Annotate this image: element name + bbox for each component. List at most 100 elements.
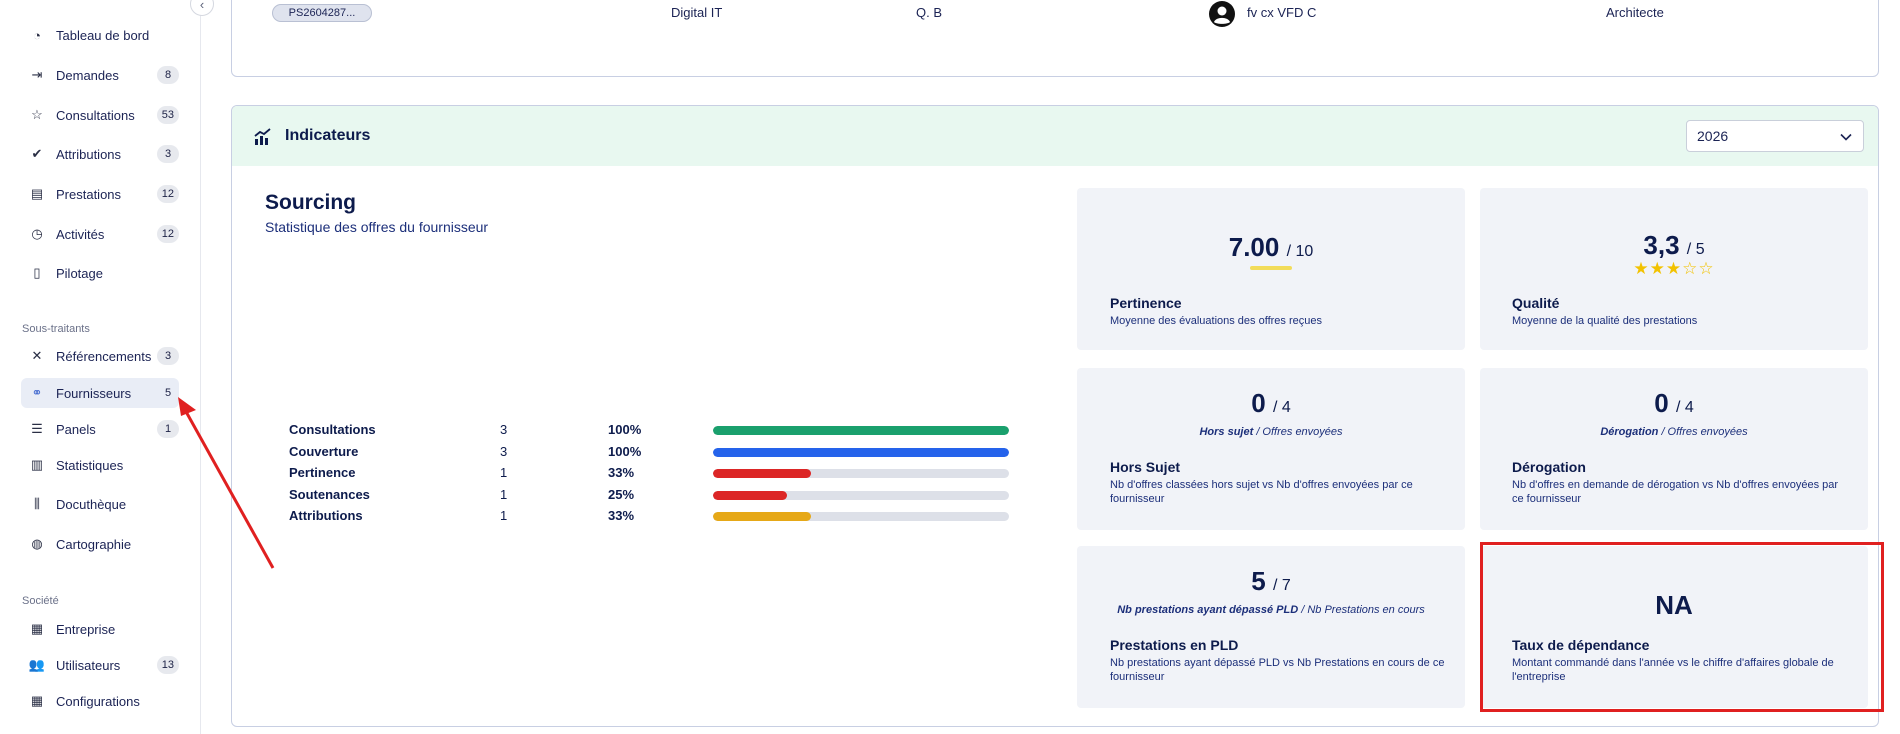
clock-icon: ◷	[31, 226, 43, 241]
kpi-value: 0 / 4	[1480, 388, 1868, 419]
sidebar-item-demandes[interactable]: ⇥ Demandes 8	[21, 60, 179, 90]
kpi-total: / 10	[1286, 243, 1314, 260]
sidebar-item-cartographie[interactable]: ◍ Cartographie	[21, 529, 179, 559]
stat-percent: 33%	[608, 465, 635, 480]
kpi-tile-qualite: 3,3 / 5 ★★★☆☆ Qualité Moyenne de la qual…	[1480, 188, 1868, 350]
sidebar-item-utilisateurs[interactable]: 👥 Utilisateurs 13	[21, 650, 179, 680]
progress-fill	[713, 491, 787, 500]
star-icon: ☆	[31, 107, 43, 122]
stat-count: 1	[500, 508, 508, 523]
sidebar: ‹ ◔ Tableau de bord ⇥ Demandes 8 ☆ Consu…	[0, 0, 214, 734]
kpi-value: 3,3 / 5	[1480, 230, 1868, 261]
network-icon: ✕	[31, 348, 43, 363]
star-empty-icon: ☆	[1698, 259, 1715, 278]
reference-chip[interactable]: PS2604287...	[272, 4, 372, 22]
stat-count: 1	[500, 465, 508, 480]
stat-row-soutenances: Soutenances 1 25%	[289, 487, 1049, 507]
kpi-number: 0	[1251, 388, 1266, 418]
kpi-description: Montant commandé dans l'année vs le chif…	[1512, 657, 1834, 683]
library-icon: ⫼	[34, 496, 40, 511]
kpi-hint-rest: / Offres envoyées	[1253, 426, 1343, 438]
count-badge: 3	[157, 145, 179, 163]
kpi-hint-strong: Nb prestations ayant dépassé PLD	[1117, 604, 1299, 616]
indicators-card: Indicateurs 2026 Sourcing Statistique de…	[231, 105, 1879, 727]
kpi-title: Dérogation	[1512, 459, 1586, 475]
stat-row-consultations: Consultations 3 100%	[289, 422, 1049, 442]
kpi-total: / 5	[1686, 241, 1705, 258]
sidebar-item-panels[interactable]: ☰ Panels 1	[21, 414, 179, 444]
kpi-value: NA	[1655, 590, 1693, 620]
contact-name-text: fv cx VFD C	[1247, 5, 1317, 20]
chevron-down-icon	[1840, 133, 1852, 141]
sourcing-subtitle: Statistique des offres du fournisseur	[265, 219, 489, 235]
kpi-title: Taux de dépendance	[1512, 637, 1650, 653]
kpi-total: / 4	[1675, 399, 1694, 416]
sidebar-item-fournisseurs[interactable]: ⚭ Fournisseurs 5	[21, 378, 179, 408]
kpi-hint-strong: Dérogation	[1600, 426, 1659, 438]
kpi-number: 5	[1251, 566, 1266, 596]
stat-percent: 100%	[608, 444, 642, 459]
double-check-icon: ✔	[31, 146, 43, 161]
sidebar-item-attributions[interactable]: ✔ Attributions 3	[21, 139, 179, 169]
kpi-hint-strong: Hors sujet	[1199, 426, 1254, 438]
progress-track	[713, 469, 1009, 478]
kpi-value: 0 / 4	[1077, 388, 1465, 419]
list-icon: ☰	[31, 421, 43, 436]
kpi-value: 5 / 7	[1077, 566, 1465, 597]
sidebar-item-pilotage[interactable]: ▯ Pilotage	[21, 258, 179, 288]
stat-percent: 33%	[608, 508, 635, 523]
stat-count: 1	[500, 487, 508, 502]
sidebar-item-prestations[interactable]: ▤ Prestations 12	[21, 179, 179, 209]
star-rating: ★★★☆☆	[1480, 259, 1868, 279]
kpi-description: Moyenne de la qualité des prestations	[1512, 315, 1698, 327]
kpi-description: Moyenne des évaluations des offres reçue…	[1110, 315, 1322, 327]
kpi-number: 0	[1654, 388, 1669, 418]
sidebar-item-referencements[interactable]: ✕ Référencements 3	[21, 341, 179, 371]
count-badge: 3	[157, 347, 179, 365]
stat-row-attributions: Attributions 1 33%	[289, 508, 1049, 528]
kpi-total: / 4	[1272, 399, 1291, 416]
kpi-number: 3,3	[1643, 230, 1680, 260]
kpi-description: Nb d'offres en demande de dérogation vs …	[1512, 479, 1839, 505]
stat-percent: 25%	[608, 487, 635, 502]
chart-icon: ▥	[30, 457, 44, 472]
sidebar-item-tableau-de-bord[interactable]: ◔ Tableau de bord	[21, 20, 179, 50]
stat-label: Couverture	[289, 444, 359, 459]
kpi-description: Nb prestations ayant dépassé PLD vs Nb P…	[1110, 657, 1445, 683]
year-value: 2026	[1697, 128, 1729, 144]
star-filled-icon: ★	[1665, 259, 1683, 278]
globe-icon: ◍	[31, 536, 43, 551]
sidebar-item-entreprise[interactable]: ▦ Entreprise	[30, 621, 116, 637]
chevron-left-icon[interactable]: ‹	[190, 0, 214, 16]
progress-fill	[713, 426, 1009, 435]
kpi-tile-prestations-pld: 5 / 7 Nb prestations ayant dépassé PLD /…	[1077, 546, 1465, 708]
kpi-tile-derogation: 0 / 4 Dérogation / Offres envoyées Dérog…	[1480, 368, 1868, 530]
stat-label: Soutenances	[289, 487, 370, 502]
user-avatar-icon	[1209, 1, 1235, 27]
stat-label: Attributions	[289, 508, 363, 523]
department-text: Digital IT	[671, 5, 723, 20]
sidebar-item-consultations[interactable]: ☆ Consultations 53	[21, 100, 179, 130]
kpi-title: Qualité	[1512, 295, 1560, 311]
sidebar-item-configurations[interactable]: ▦ Configurations	[30, 693, 140, 709]
kpi-hint-rest: / Offres envoyées	[1658, 426, 1748, 438]
count-badge: 12	[156, 185, 179, 203]
sidebar-item-statistiques[interactable]: ▥ Statistiques	[30, 457, 124, 473]
stat-label: Consultations	[289, 422, 376, 437]
stat-label: Pertinence	[289, 465, 356, 480]
kpi-tile-hors-sujet: 0 / 4 Hors sujet / Offres envoyées Hors …	[1077, 368, 1465, 530]
sidebar-item-activites[interactable]: ◷ Activités 12	[21, 219, 179, 249]
count-badge: 12	[156, 225, 179, 243]
kpi-tile-taux-dependance: NA Taux de dépendance Montant commandé d…	[1480, 546, 1868, 708]
kpi-tile-pertinence: 7.00 / 10 Pertinence Moyenne des évaluat…	[1077, 188, 1465, 350]
sourcing-title: Sourcing	[265, 191, 357, 214]
chart-line-icon	[254, 128, 271, 145]
sidebar-item-docutheque[interactable]: ⫼ Docuthèque	[21, 489, 179, 519]
building-icon: ▦	[30, 621, 44, 636]
kpi-hint: Dérogation / Offres envoyées	[1480, 426, 1868, 438]
year-select[interactable]: 2026	[1686, 120, 1864, 152]
stat-count: 3	[500, 444, 508, 459]
progress-track	[713, 448, 1009, 457]
count-badge: 1	[157, 420, 179, 438]
provider-summary-card	[231, 0, 1879, 77]
